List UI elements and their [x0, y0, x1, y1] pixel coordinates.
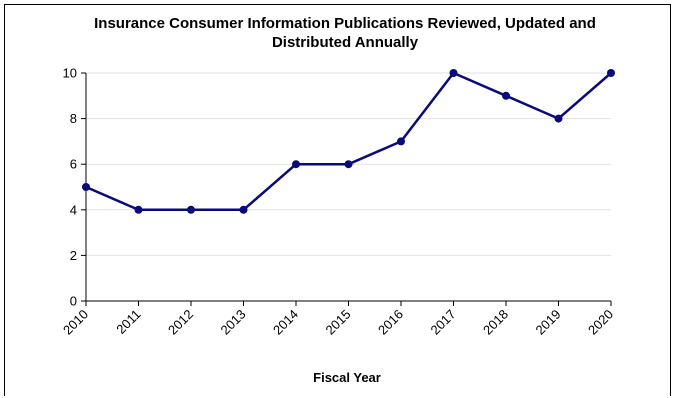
y-tick-label: 8: [70, 111, 77, 126]
data-point-2012: [187, 205, 195, 214]
chart-title-line-2: Distributed Annually: [272, 34, 419, 51]
x-tick-label: 2012: [165, 307, 196, 338]
x-tick-labels: 2010 2011 2012 2013 2014 2015 2016 2017 2018 2019…: [60, 307, 616, 338]
data-point-2018: [502, 91, 510, 100]
x-tick-label: 2019: [533, 307, 564, 338]
chart-frame: [4, 4, 671, 396]
x-tick-label: 2014: [270, 307, 301, 338]
x-tick-label: 2016: [375, 307, 406, 338]
x-tick-label: 2020: [585, 307, 616, 338]
y-tick-label: 4: [70, 202, 77, 217]
data-point-2011: [134, 205, 143, 214]
x-tick-label: 2015: [323, 307, 354, 338]
series-line: [85, 71, 612, 212]
data-point-2017: [449, 69, 458, 77]
x-tick-label: 2011: [113, 307, 143, 337]
x-axis-title: Fiscal Year: [313, 370, 381, 385]
data-point-2015: [344, 160, 353, 169]
data-point-2020: [607, 69, 615, 77]
x-tick-label: 2013: [218, 307, 249, 338]
series-layer: [82, 69, 615, 214]
y-tick-label: 10: [63, 66, 77, 81]
y-tick-label: 2: [70, 248, 77, 263]
y-tick-labels: 0 2 4 6 8 10: [63, 66, 77, 309]
data-point-2016: [397, 137, 405, 146]
x-tick-label: 2017: [428, 307, 459, 338]
data-point-2019: [554, 114, 563, 123]
data-point-2010: [82, 183, 90, 191]
data-point-2014: [292, 160, 300, 169]
data-point-2013: [239, 205, 248, 214]
y-tick-label: 0: [70, 294, 77, 309]
chart-title-line-1: Insurance Consumer Information Publicati…: [94, 15, 596, 32]
x-tick-label: 2010: [60, 307, 91, 338]
x-tick-label: 2018: [480, 307, 511, 338]
y-tick-label: 6: [70, 157, 77, 172]
